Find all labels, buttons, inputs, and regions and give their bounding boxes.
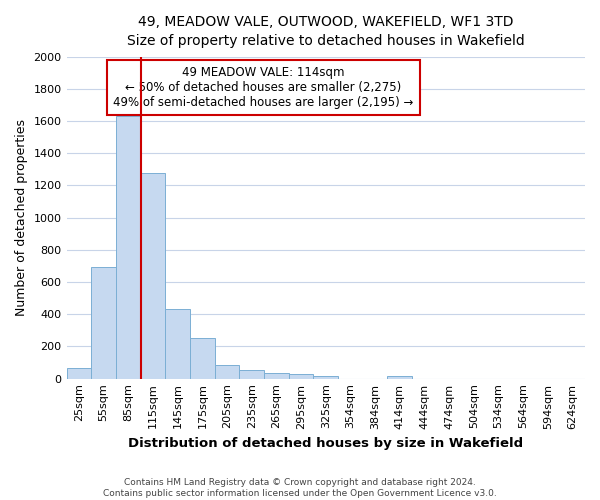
Bar [313,376,338,378]
Bar [165,308,190,378]
Y-axis label: Number of detached properties: Number of detached properties [15,119,28,316]
Bar [264,373,289,378]
Bar [140,172,165,378]
Bar [215,364,239,378]
Text: Contains HM Land Registry data © Crown copyright and database right 2024.
Contai: Contains HM Land Registry data © Crown c… [103,478,497,498]
Bar [190,338,215,378]
Bar [67,368,91,378]
Bar [116,116,140,378]
Text: 49 MEADOW VALE: 114sqm
← 50% of detached houses are smaller (2,275)
49% of semi-: 49 MEADOW VALE: 114sqm ← 50% of detached… [113,66,414,110]
Bar [91,267,116,378]
Title: 49, MEADOW VALE, OUTWOOD, WAKEFIELD, WF1 3TD
Size of property relative to detach: 49, MEADOW VALE, OUTWOOD, WAKEFIELD, WF1… [127,15,524,48]
Bar [388,376,412,378]
Bar [289,374,313,378]
X-axis label: Distribution of detached houses by size in Wakefield: Distribution of detached houses by size … [128,437,523,450]
Bar [239,370,264,378]
